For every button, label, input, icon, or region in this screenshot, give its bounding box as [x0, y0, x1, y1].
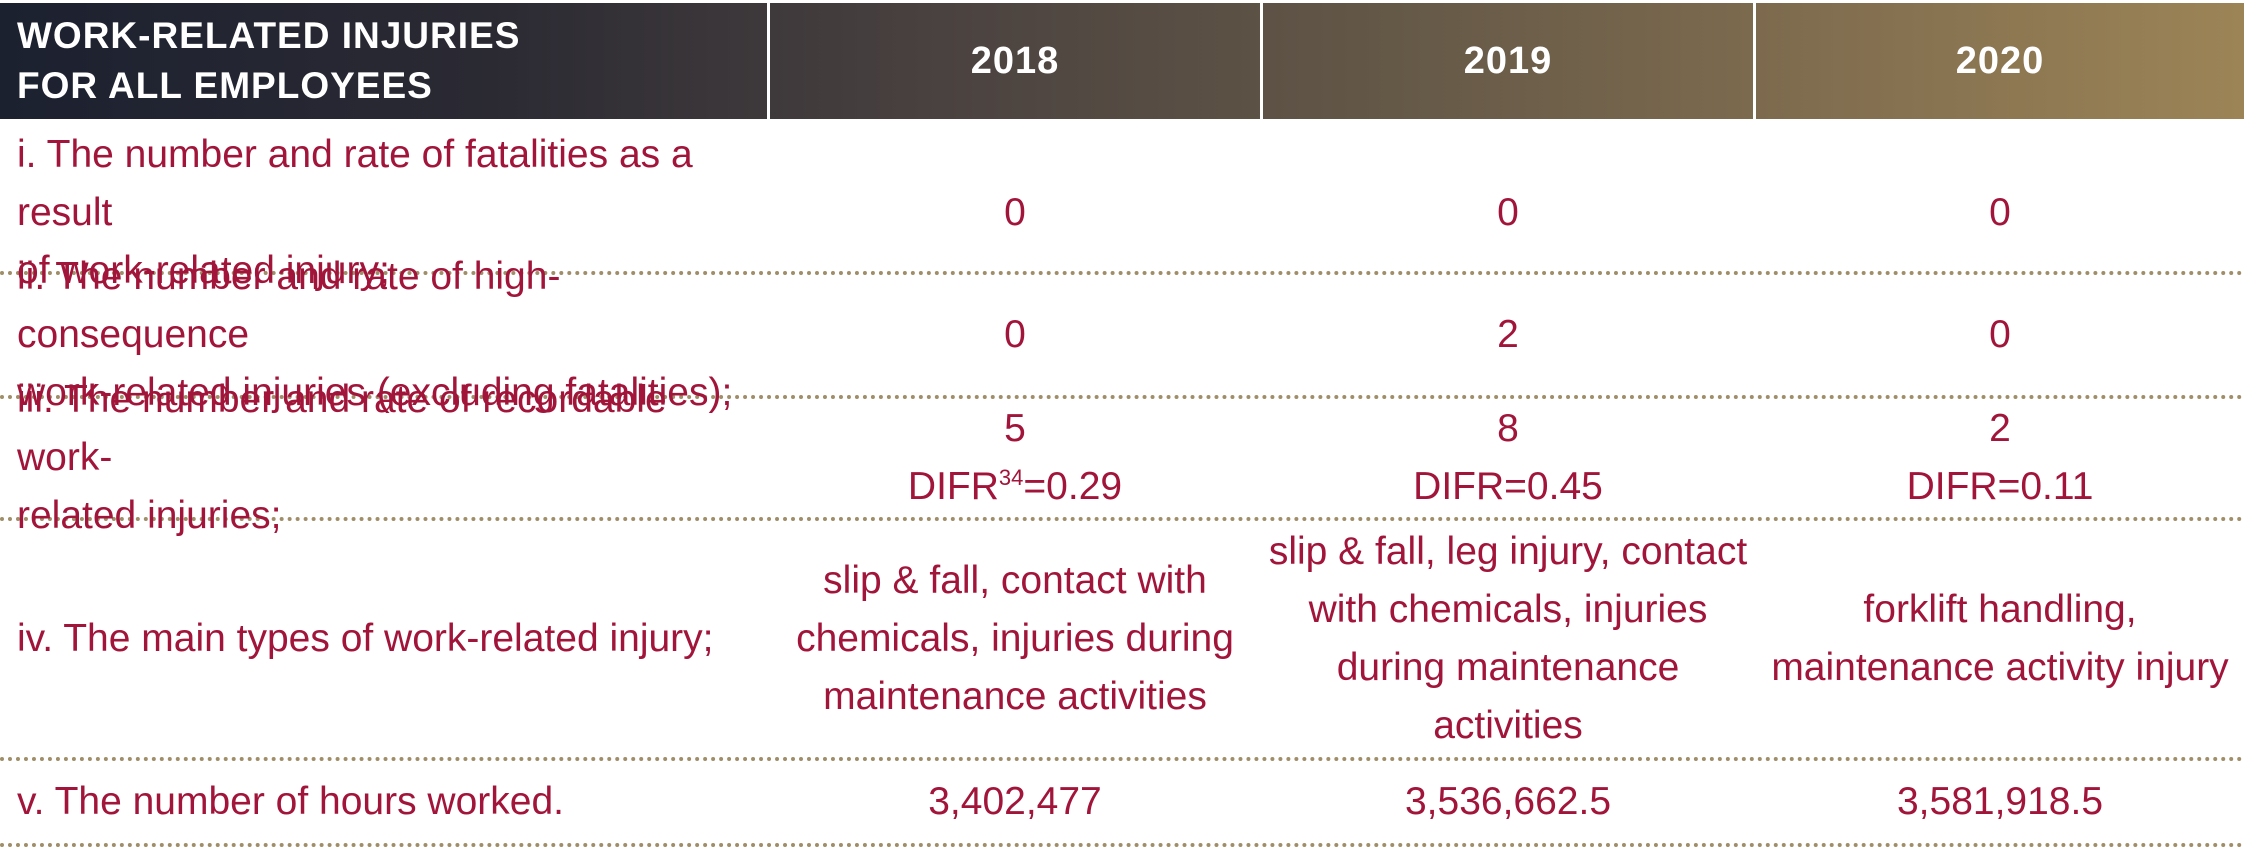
- value-2018: 3,402,477: [928, 780, 1102, 823]
- difr-prefix: DIFR: [907, 465, 999, 508]
- row-label: i. The number and rate of fatalities as …: [0, 133, 767, 292]
- injury-types-line: with chemicals, injuries: [1308, 588, 1708, 631]
- value-2020: 0: [1989, 313, 2011, 356]
- injury-count: 2: [1989, 407, 2011, 450]
- year-header-2020: 2020: [1955, 39, 2045, 82]
- value-2020: 3,581,918.5: [1896, 780, 2104, 823]
- injury-types-line: chemicals, injuries during: [796, 617, 1234, 660]
- table-row-high-consequence: ii. The number and rate of high-conseque…: [0, 255, 2244, 414]
- injury-types-line: activities: [1433, 704, 1583, 747]
- value-2019: 0: [1497, 191, 1519, 234]
- table-row-fatalities: i. The number and rate of fatalities as …: [0, 133, 2244, 292]
- injury-types-line: slip & fall, leg injury, contact: [1268, 530, 1748, 573]
- header-divider: [767, 3, 770, 119]
- injury-types-line: slip & fall, contact with: [823, 559, 1207, 602]
- injury-types-line: forklift handling,: [1863, 588, 2137, 631]
- table-row-recordable: iii. The number and rate of recordable w…: [0, 378, 2244, 537]
- table-row-injury-types: iv. The main types of work-related injur…: [0, 521, 2244, 761]
- value-2019: 3,536,662.5: [1404, 780, 1612, 823]
- difr-rate: DIFR=0.45: [1413, 465, 1603, 508]
- difr-rate: DIFR=0.11: [1906, 465, 2094, 508]
- table-header: WORK-RELATED INJURIES FOR ALL EMPLOYEES …: [0, 3, 2244, 119]
- table-row-hours-worked: v. The number of hours worked. 3,402,477…: [0, 761, 2244, 847]
- injury-types-line: maintenance activities: [823, 675, 1207, 718]
- row-label-line: iv. The main types of work-related injur…: [17, 617, 714, 660]
- row-label: ii. The number and rate of high-conseque…: [0, 255, 767, 414]
- row-label-line: work-related injuries (excluding fatalit…: [17, 371, 733, 414]
- row-label: v. The number of hours worked.: [0, 761, 767, 843]
- table-title: WORK-RELATED INJURIES FOR ALL EMPLOYEES: [0, 3, 767, 119]
- value-2019: slip & fall, leg injury, contact with ch…: [1263, 521, 1753, 757]
- row-label-line: ii. The number and rate of high-conseque…: [17, 255, 561, 356]
- injury-count: 8: [1497, 407, 1519, 450]
- value-2020: 2 DIFR=0.11: [1756, 399, 2244, 517]
- row-label: iv. The main types of work-related injur…: [0, 521, 767, 757]
- value-2018: 0: [1004, 313, 1026, 356]
- difr-value: =0.29: [1023, 465, 1123, 508]
- value-2018: slip & fall, contact with chemicals, inj…: [770, 521, 1260, 757]
- table-title-line-2: FOR ALL EMPLOYEES: [17, 65, 433, 106]
- header-divider: [1753, 3, 1756, 119]
- injury-types-line: during maintenance: [1336, 646, 1680, 689]
- injury-table: WORK-RELATED INJURIES FOR ALL EMPLOYEES …: [0, 3, 2244, 847]
- header-divider: [1260, 3, 1263, 119]
- year-header-2018: 2018: [970, 39, 1060, 82]
- value-2020: 0: [1989, 191, 2011, 234]
- injury-count: 5: [1004, 407, 1026, 450]
- row-label-line: related injuries;: [17, 494, 282, 537]
- value-2019: 8 DIFR=0.45: [1263, 399, 1753, 517]
- row-label-line: of work-related injury;: [17, 249, 390, 292]
- row-label-line: i. The number and rate of fatalities as …: [17, 133, 693, 234]
- difr-rate: DIFR34=0.29: [908, 458, 1122, 516]
- row-label: iii. The number and rate of recordable w…: [0, 378, 767, 537]
- value-2020: forklift handling, maintenance activity …: [1756, 521, 2244, 757]
- injury-types-line: maintenance activity injury: [1771, 646, 2229, 689]
- value-2019: 2: [1497, 313, 1519, 356]
- value-2018: 0: [1004, 191, 1026, 234]
- row-label-line: v. The number of hours worked.: [17, 780, 564, 823]
- table-title-line-1: WORK-RELATED INJURIES: [17, 15, 521, 56]
- footnote-marker: 34: [998, 465, 1024, 490]
- year-header-2019: 2019: [1463, 39, 1553, 82]
- value-2018: 5 DIFR34=0.29: [770, 399, 1260, 517]
- row-label-line: iii. The number and rate of recordable w…: [17, 378, 667, 479]
